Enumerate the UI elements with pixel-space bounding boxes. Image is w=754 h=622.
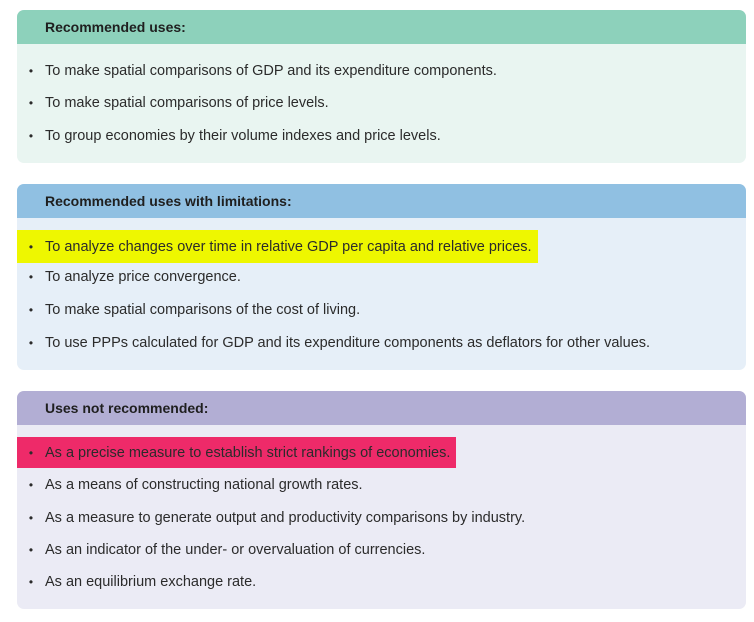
uses-not-recommended-title: Uses not recommended: [17,391,746,425]
list-item-text: To make spatial comparisons of the cost … [45,302,361,318]
bullet-icon: • [28,575,34,589]
list-item-text: To analyze price convergence. [45,269,241,285]
recommended-uses-title: Recommended uses: [17,10,746,44]
bullet-icon: • [28,478,34,492]
bullet-icon: • [28,239,34,254]
list-item: • To analyze price convergence. [17,263,241,291]
list-item: • As a means of constructing national gr… [17,471,363,499]
uses-not-recommended-section: Uses not recommended: • As a precise mea… [17,391,746,609]
list-item-text: As an indicator of the under- or overval… [45,542,426,558]
bullet-icon: • [28,270,34,284]
recommended-with-limitations-title: Recommended uses with limitations: [17,184,746,218]
recommended-uses-section: Recommended uses: • To make spatial comp… [17,10,746,163]
list-item-text: As a precise measure to establish strict… [45,444,451,461]
list-item: • To use PPPs calculated for GDP and its… [17,329,650,357]
list-item-text: To make spatial comparisons of price lev… [45,95,329,111]
bullet-icon: • [28,445,34,460]
bullet-icon: • [28,96,34,110]
list-item-text: To analyze changes over time in relative… [45,238,532,255]
bullet-icon: • [28,129,34,143]
list-item-text: To use PPPs calculated for GDP and its e… [45,335,651,351]
bullet-icon: • [28,543,34,557]
bullet-icon: • [28,64,34,78]
list-item-text: As a measure to generate output and prod… [45,510,526,526]
list-item: • As an indicator of the under- or overv… [17,536,426,564]
list-item: • To make spatial comparisons of GDP and… [17,57,497,85]
highlighted-list-item: • As a precise measure to establish stri… [17,437,457,468]
list-item: • To make spatial comparisons of the cos… [17,296,360,324]
list-item: • As an equilibrium exchange rate. [17,568,256,596]
list-item-text: As an equilibrium exchange rate. [45,574,257,590]
bullet-icon: • [28,336,34,350]
bullet-icon: • [28,511,34,525]
list-item-text: As a means of constructing national grow… [45,477,363,493]
list-item: • To group economies by their volume ind… [17,122,441,150]
list-item: • As a measure to generate output and pr… [17,504,525,532]
list-item: • To make spatial comparisons of price l… [17,89,329,117]
highlighted-list-item: • To analyze changes over time in relati… [17,230,538,263]
list-item-text: To group economies by their volume index… [45,128,441,144]
bullet-icon: • [28,303,34,317]
recommended-with-limitations-section: Recommended uses with limitations: • To … [17,184,746,370]
list-item-text: To make spatial comparisons of GDP and i… [45,63,497,79]
